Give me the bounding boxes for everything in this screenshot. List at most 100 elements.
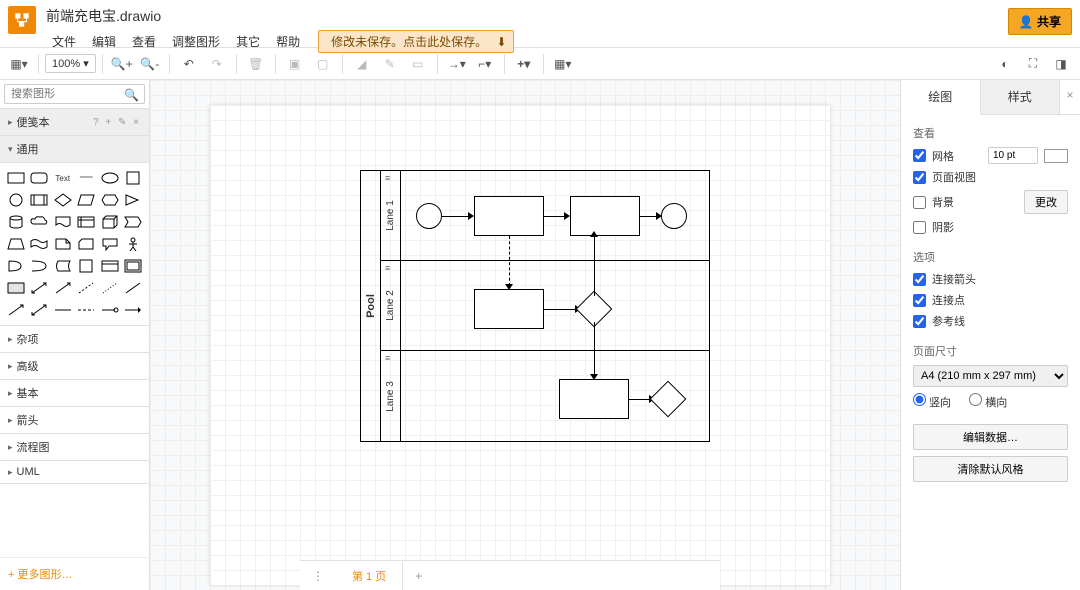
shape-document[interactable] (53, 213, 73, 231)
menu-view[interactable]: 查看 (126, 31, 162, 52)
shape-parallel[interactable] (77, 191, 97, 209)
save-tip[interactable]: 修改未保存。点击此处保存。 ⬇ (318, 30, 513, 53)
zoom-out-icon[interactable]: 🔍- (137, 51, 163, 77)
edit-data-button[interactable]: 编辑数据… (913, 424, 1068, 450)
cat-basic[interactable]: ▸基本 (0, 380, 149, 407)
clear-style-button[interactable]: 清除默认风格 (913, 456, 1068, 482)
page-tab-1[interactable]: 第 1 页 (336, 562, 403, 590)
lane-1[interactable]: Lane 1 (381, 171, 709, 261)
shape-note[interactable] (53, 235, 73, 253)
shape-list[interactable] (6, 279, 26, 297)
tab-style[interactable]: 样式 (981, 80, 1061, 114)
shape-hexagon[interactable] (100, 191, 120, 209)
conn-arrow-checkbox[interactable] (913, 273, 926, 286)
pageview-checkbox[interactable] (913, 171, 926, 184)
shape-rounded[interactable] (30, 169, 50, 187)
menu-edit[interactable]: 编辑 (86, 31, 122, 52)
shape-datastore[interactable] (53, 257, 73, 275)
grid-checkbox[interactable] (913, 149, 926, 162)
conn-point-checkbox[interactable] (913, 294, 926, 307)
shape-arrow2[interactable] (6, 301, 26, 319)
cat-uml[interactable]: ▸UML (0, 461, 149, 484)
scratchpad-tools[interactable]: ? + ✎ × (93, 117, 141, 128)
shape-arrow[interactable] (53, 279, 73, 297)
cat-misc[interactable]: ▸杂项 (0, 326, 149, 353)
waypoint-icon[interactable]: ⌐▾ (472, 51, 498, 77)
shape-tape[interactable] (30, 235, 50, 253)
guides-checkbox[interactable] (913, 315, 926, 328)
shadow-icon[interactable]: ▭ (405, 51, 431, 77)
canvas-area[interactable]: Pool Lane 1 (150, 80, 900, 590)
shape-process[interactable] (30, 191, 50, 209)
shape-arrow3[interactable] (30, 301, 50, 319)
cat-flowchart[interactable]: ▸流程图 (0, 434, 149, 461)
shape-link2[interactable] (77, 301, 97, 319)
shape-xor[interactable] (77, 257, 97, 275)
shape-cylinder[interactable] (6, 213, 26, 231)
more-shapes[interactable]: + 更多图形… (0, 557, 149, 590)
zoom-select[interactable]: 100% ▾ (45, 54, 96, 73)
shape-link1[interactable] (53, 301, 73, 319)
portrait-radio[interactable] (913, 393, 926, 406)
shape-diamond[interactable] (53, 191, 73, 209)
start-event[interactable] (416, 203, 442, 229)
shape-rect[interactable] (6, 169, 26, 187)
shape-triangle[interactable] (124, 191, 144, 209)
shape-container[interactable] (100, 257, 120, 275)
grid-color-swatch[interactable] (1044, 149, 1068, 163)
shape-card[interactable] (77, 235, 97, 253)
cat-advanced[interactable]: ▸高级 (0, 353, 149, 380)
connection-icon[interactable]: →▾ (444, 51, 470, 77)
shape-line[interactable] (124, 279, 144, 297)
sidebar-toggle-icon[interactable]: ▦▾ (6, 51, 32, 77)
cat-arrow[interactable]: ▸箭头 (0, 407, 149, 434)
shape-or[interactable] (6, 257, 26, 275)
line-color-icon[interactable]: ✎ (377, 51, 403, 77)
shape-ellipse[interactable] (100, 169, 120, 187)
end-event[interactable] (661, 203, 687, 229)
menu-help[interactable]: 帮助 (270, 31, 306, 52)
to-back-icon[interactable]: ▢ (310, 51, 336, 77)
menu-adjust[interactable]: 调整图形 (166, 31, 226, 52)
task-2[interactable] (570, 196, 640, 236)
shape-internal[interactable] (77, 213, 97, 231)
shadow-checkbox[interactable] (913, 221, 926, 234)
pool[interactable]: Pool Lane 1 (360, 170, 710, 442)
zoom-in-icon[interactable]: 🔍+ (109, 51, 135, 77)
lane-3[interactable]: Lane 3 (381, 351, 709, 441)
close-panel-icon[interactable]: × (1060, 80, 1080, 114)
shape-trapezoid[interactable] (6, 235, 26, 253)
task-1[interactable] (474, 196, 544, 236)
task-4[interactable] (559, 379, 629, 419)
task-3[interactable] (474, 289, 544, 329)
shape-square[interactable] (124, 169, 144, 187)
shape-and[interactable] (30, 257, 50, 275)
gateway-2[interactable] (650, 381, 687, 418)
shape-link3[interactable] (100, 301, 120, 319)
shape-frame[interactable] (124, 257, 144, 275)
tab-diagram[interactable]: 绘图 (901, 80, 981, 115)
to-front-icon[interactable]: ▣ (282, 51, 308, 77)
change-bg-button[interactable]: 更改 (1024, 190, 1068, 214)
search-icon[interactable]: 🔍 (124, 88, 139, 102)
undo-icon[interactable]: ↶ (176, 51, 202, 77)
shape-text[interactable]: Text (53, 169, 73, 187)
table-icon[interactable]: ▦▾ (550, 51, 576, 77)
shape-circle[interactable] (6, 191, 26, 209)
pagesize-select[interactable]: A4 (210 mm x 297 mm) (913, 365, 1068, 387)
theme-icon[interactable]: ◐ (992, 51, 1018, 77)
scratchpad-section[interactable]: ▸便笺本 ? + ✎ × (0, 109, 149, 136)
insert-icon[interactable]: +▾ (511, 51, 537, 77)
shape-line-dashed[interactable] (77, 279, 97, 297)
landscape-radio[interactable] (969, 393, 982, 406)
shape-callout[interactable] (100, 235, 120, 253)
pages-menu-icon[interactable]: ⋮ (300, 563, 336, 589)
redo-icon[interactable]: ↷ (204, 51, 230, 77)
fill-color-icon[interactable]: ◢ (349, 51, 375, 77)
shape-cloud[interactable] (30, 213, 50, 231)
menu-file[interactable]: 文件 (46, 31, 82, 52)
shape-arrow-bidir[interactable] (30, 279, 50, 297)
format-panel-icon[interactable]: ◨ (1048, 51, 1074, 77)
shape-step[interactable] (124, 213, 144, 231)
delete-icon[interactable]: 🗑 (243, 51, 269, 77)
